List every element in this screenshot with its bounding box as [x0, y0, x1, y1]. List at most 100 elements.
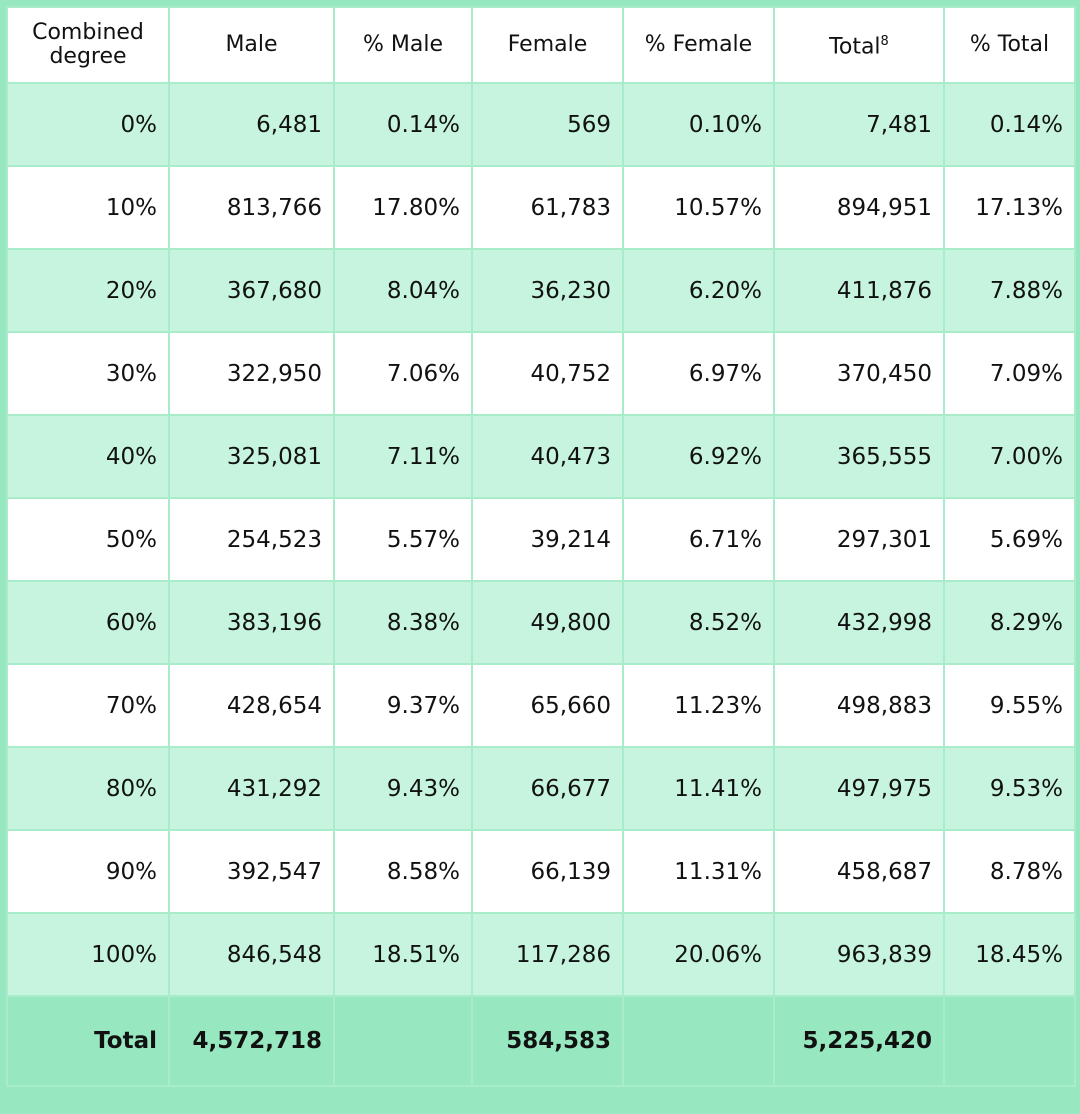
data-cell: 0.10%	[622, 82, 775, 167]
total-cell: Total	[6, 995, 170, 1087]
data-cell: 7.06%	[333, 331, 473, 416]
data-cell: 497,975	[773, 746, 945, 831]
data-cell: 11.41%	[622, 746, 775, 831]
data-cell: 17.13%	[943, 165, 1076, 250]
header-cell: Male	[168, 6, 335, 84]
data-cell: 49,800	[471, 580, 624, 665]
data-cell: 7.88%	[943, 248, 1076, 333]
total-cell: 4,572,718	[168, 995, 335, 1087]
data-cell: 392,547	[168, 829, 335, 914]
data-cell: 11.31%	[622, 829, 775, 914]
data-cell: 963,839	[773, 912, 945, 997]
data-cell: 8.38%	[333, 580, 473, 665]
total-cell: 5,225,420	[773, 995, 945, 1087]
data-cell: 70%	[6, 663, 170, 748]
data-row: 80% 431,292 9.43% 66,677 11.41% 497,975 9.53%	[6, 746, 1076, 831]
data-cell: 6.71%	[622, 497, 775, 582]
data-row: 50% 254,523 5.57% 39,214 6.71% 297,301 5.69%	[6, 497, 1076, 582]
total-cell-empty	[943, 995, 1076, 1087]
data-cell: 432,998	[773, 580, 945, 665]
data-table: Combined degree Male% Male Female% Female T…	[6, 6, 1076, 1087]
data-cell: 117,286	[471, 912, 624, 997]
data-row: 0% 6,481 0.14% 569 0.10% 7,481 0.14%	[6, 82, 1076, 167]
data-cell: 7,481	[773, 82, 945, 167]
data-cell: 846,548	[168, 912, 335, 997]
data-cell: 10%	[6, 165, 170, 250]
data-cell: 18.51%	[333, 912, 473, 997]
header-cell: Female	[471, 6, 624, 84]
data-cell: 7.09%	[943, 331, 1076, 416]
data-cell: 7.00%	[943, 414, 1076, 499]
header-cell: Total8	[773, 6, 945, 84]
data-row: 40% 325,081 7.11% 40,473 6.92% 365,555 7.00%	[6, 414, 1076, 499]
data-cell: 8.78%	[943, 829, 1076, 914]
data-cell: 8.04%	[333, 248, 473, 333]
table-body: 0% 6,481 0.14% 569 0.10% 7,481 0.14% 10% 813,766…	[6, 82, 1076, 997]
data-cell: 65,660	[471, 663, 624, 748]
data-cell: 367,680	[168, 248, 335, 333]
data-cell: 8.29%	[943, 580, 1076, 665]
header-cell: % Female	[622, 6, 775, 84]
data-cell: 90%	[6, 829, 170, 914]
data-cell: 8.52%	[622, 580, 775, 665]
data-cell: 100%	[6, 912, 170, 997]
data-cell: 383,196	[168, 580, 335, 665]
data-cell: 6.20%	[622, 248, 775, 333]
total-row: Total 4,572,718 584,583 5,225,420	[6, 995, 1076, 1087]
data-cell: 9.53%	[943, 746, 1076, 831]
header-cell: Combined degree	[6, 6, 170, 84]
data-cell: 66,677	[471, 746, 624, 831]
data-cell: 40%	[6, 414, 170, 499]
data-cell: 39,214	[471, 497, 624, 582]
data-row: 30% 322,950 7.06% 40,752 6.97% 370,450 7.09%	[6, 331, 1076, 416]
data-row: 20% 367,680 8.04% 36,230 6.20% 411,876 7.88%	[6, 248, 1076, 333]
header-text: Total	[829, 34, 881, 60]
data-cell: 66,139	[471, 829, 624, 914]
data-cell: 11.23%	[622, 663, 775, 748]
data-cell: 6.92%	[622, 414, 775, 499]
total-cell-empty	[333, 995, 473, 1087]
data-cell: 431,292	[168, 746, 335, 831]
data-cell: 40,473	[471, 414, 624, 499]
data-cell: 569	[471, 82, 624, 167]
data-row: 70% 428,654 9.37% 65,660 11.23% 498,883 9.55%	[6, 663, 1076, 748]
data-cell: 428,654	[168, 663, 335, 748]
data-cell: 325,081	[168, 414, 335, 499]
data-row: 10% 813,766 17.80% 61,783 10.57% 894,951 17.13…	[6, 165, 1076, 250]
data-cell: 297,301	[773, 497, 945, 582]
data-cell: 20%	[6, 248, 170, 333]
data-cell: 254,523	[168, 497, 335, 582]
data-cell: 61,783	[471, 165, 624, 250]
data-cell: 17.80%	[333, 165, 473, 250]
data-cell: 6.97%	[622, 331, 775, 416]
header-cell: % Male	[333, 6, 473, 84]
data-cell: 60%	[6, 580, 170, 665]
data-cell: 9.37%	[333, 663, 473, 748]
data-cell: 9.43%	[333, 746, 473, 831]
data-cell: 40,752	[471, 331, 624, 416]
data-cell: 18.45%	[943, 912, 1076, 997]
data-cell: 0.14%	[943, 82, 1076, 167]
data-cell: 498,883	[773, 663, 945, 748]
data-cell: 36,230	[471, 248, 624, 333]
header-row: Combined degree Male% Male Female% Female T…	[6, 6, 1076, 84]
data-cell: 813,766	[168, 165, 335, 250]
data-cell: 411,876	[773, 248, 945, 333]
data-cell: 5.57%	[333, 497, 473, 582]
data-cell: 0.14%	[333, 82, 473, 167]
header-cell: % Total	[943, 6, 1076, 84]
data-row: 100% 846,548 18.51% 117,286 20.06% 963,839 18.…	[6, 912, 1076, 997]
data-cell: 458,687	[773, 829, 945, 914]
data-cell: 894,951	[773, 165, 945, 250]
data-cell: 30%	[6, 331, 170, 416]
data-cell: 5.69%	[943, 497, 1076, 582]
data-cell: 365,555	[773, 414, 945, 499]
total-cell: 584,583	[471, 995, 624, 1087]
footnote-marker: 8	[880, 34, 889, 50]
data-cell: 20.06%	[622, 912, 775, 997]
total-cell-empty	[622, 995, 775, 1087]
data-cell: 9.55%	[943, 663, 1076, 748]
data-cell: 0%	[6, 82, 170, 167]
data-cell: 80%	[6, 746, 170, 831]
